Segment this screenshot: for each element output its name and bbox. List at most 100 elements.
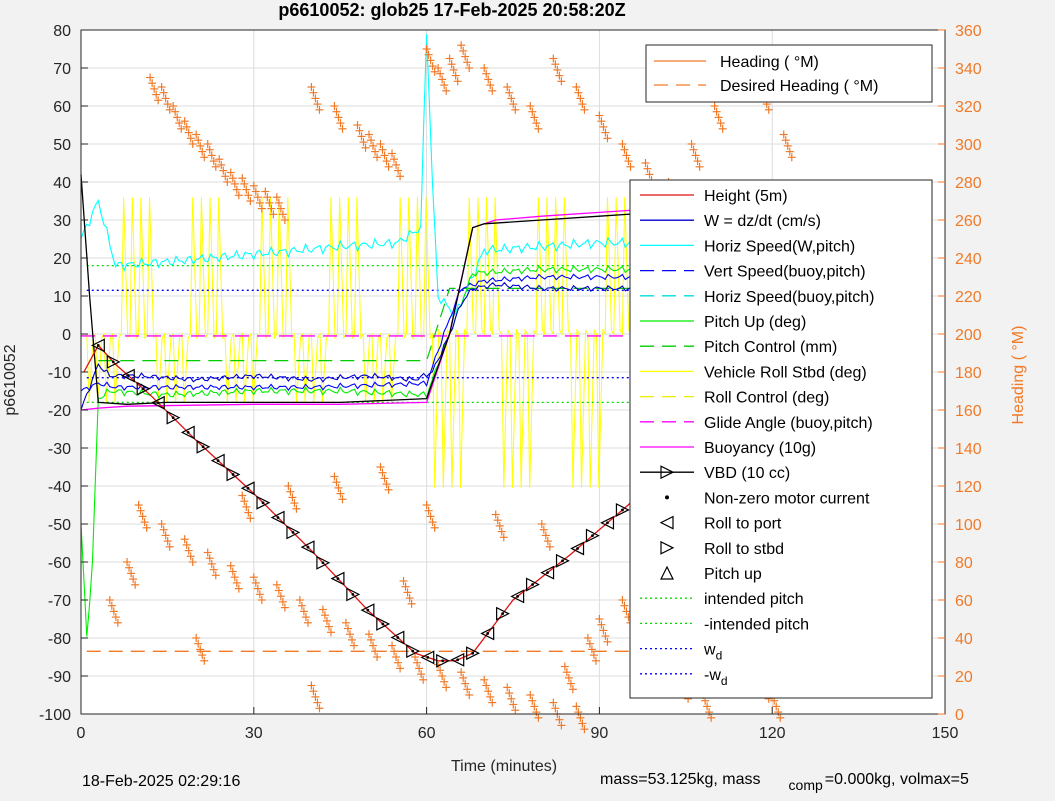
heading-point	[228, 567, 237, 576]
heading-point	[313, 100, 322, 109]
heading-point	[776, 713, 785, 722]
heading-point	[388, 641, 397, 650]
heading-point	[451, 71, 460, 80]
heading-point	[138, 512, 147, 521]
footer-mass: mass=53.125kg, mass	[600, 771, 761, 788]
heading-point	[551, 704, 560, 713]
heading-point	[188, 140, 197, 148]
heading-point	[263, 193, 272, 202]
heading-point	[645, 170, 654, 179]
heading-point	[105, 596, 114, 604]
heading-point	[276, 592, 285, 601]
heading-point	[392, 160, 401, 169]
heading-point	[242, 185, 251, 194]
heading-point	[382, 157, 391, 166]
y2-tick-label: 220	[955, 289, 982, 306]
motor-current-dot	[261, 501, 265, 505]
heading-point	[272, 580, 281, 589]
heading-point	[572, 702, 581, 711]
heading-point	[186, 552, 195, 561]
roll-marker	[286, 525, 301, 540]
heading-point	[249, 181, 258, 190]
heading-point	[240, 497, 249, 506]
heading-point	[376, 463, 385, 471]
y-tick-label: 70	[53, 61, 71, 78]
heading-point	[781, 136, 790, 145]
heading-point	[591, 656, 600, 665]
heading-point	[440, 81, 449, 90]
heading-point	[315, 704, 324, 713]
heading-point	[182, 540, 191, 549]
heading-point	[369, 141, 378, 150]
y2-tick-label: 320	[955, 99, 982, 116]
heading-point	[687, 140, 696, 148]
legend-main-label: Non-zero motor current	[704, 490, 870, 507]
motor-current-dot	[171, 416, 175, 419]
heading-point	[365, 630, 373, 639]
heading-point	[330, 472, 339, 481]
heading-point	[457, 41, 466, 50]
heading-point	[244, 508, 253, 517]
heading-point	[693, 157, 702, 166]
legend-main-label: Pitch Up (deg)	[704, 314, 806, 331]
heading-point	[528, 696, 537, 705]
legend-top-label: Heading ( °M)	[720, 54, 819, 71]
heading-point	[509, 100, 518, 109]
heading-point	[493, 516, 502, 525]
heading-point	[173, 113, 182, 122]
y2-tick-label: 160	[955, 403, 982, 420]
heading-point	[290, 499, 299, 508]
legend-triangle-marker	[660, 565, 674, 580]
roll-marker	[120, 368, 135, 383]
legend-main-label: Roll Control (deg)	[704, 390, 829, 407]
heading-point	[491, 510, 500, 519]
motor-current-dot	[351, 592, 355, 596]
heading-point	[348, 635, 357, 644]
heading-point	[221, 172, 230, 181]
y-tick-label: 80	[53, 23, 71, 40]
heading-point	[255, 198, 264, 207]
heading-point	[417, 670, 426, 679]
heading-point	[338, 495, 347, 504]
heading-point	[307, 83, 316, 91]
heading-point	[161, 531, 170, 540]
heading-point	[424, 506, 433, 515]
heading-point	[295, 596, 304, 604]
motor-current-dot	[141, 387, 145, 391]
heading-point	[380, 151, 389, 160]
axis-ticks: 0 30 60 90 120 15080706050403020100-10-20-30-…	[39, 23, 982, 742]
heading-point	[309, 88, 318, 97]
roll-marker	[256, 495, 271, 510]
motor-current-dot	[561, 559, 564, 563]
heading-point	[785, 147, 794, 156]
heading-point	[186, 134, 195, 143]
legend-main-label: Height (5m)	[704, 188, 788, 205]
heading-point	[230, 179, 239, 188]
roll-marker	[240, 481, 255, 496]
motor-current-dot	[621, 508, 624, 512]
heading-point	[207, 559, 216, 568]
heading-point	[710, 102, 719, 110]
heading-point	[194, 639, 203, 648]
heading-point	[123, 558, 132, 566]
heading-point	[764, 105, 773, 114]
heading-point	[267, 204, 276, 213]
heading-point	[261, 187, 270, 196]
heading-point	[618, 596, 627, 604]
heading-point	[242, 502, 251, 511]
heading-point	[430, 523, 439, 532]
roll-marker	[270, 510, 285, 525]
heading-point	[215, 155, 224, 164]
roll-marker	[390, 630, 405, 645]
heading-point	[177, 124, 186, 133]
motor-current-dot	[591, 534, 594, 538]
legend-top-label: Desired Heading ( °M)	[720, 78, 878, 95]
heading-point	[422, 45, 431, 53]
y2-tick-label: 360	[955, 23, 982, 40]
heading-point	[482, 681, 491, 690]
heading-point	[326, 628, 335, 637]
heading-point	[705, 708, 714, 717]
heading-point	[712, 107, 721, 116]
legend-subscript: d	[716, 649, 723, 663]
x-tick-label: 120	[759, 725, 786, 742]
